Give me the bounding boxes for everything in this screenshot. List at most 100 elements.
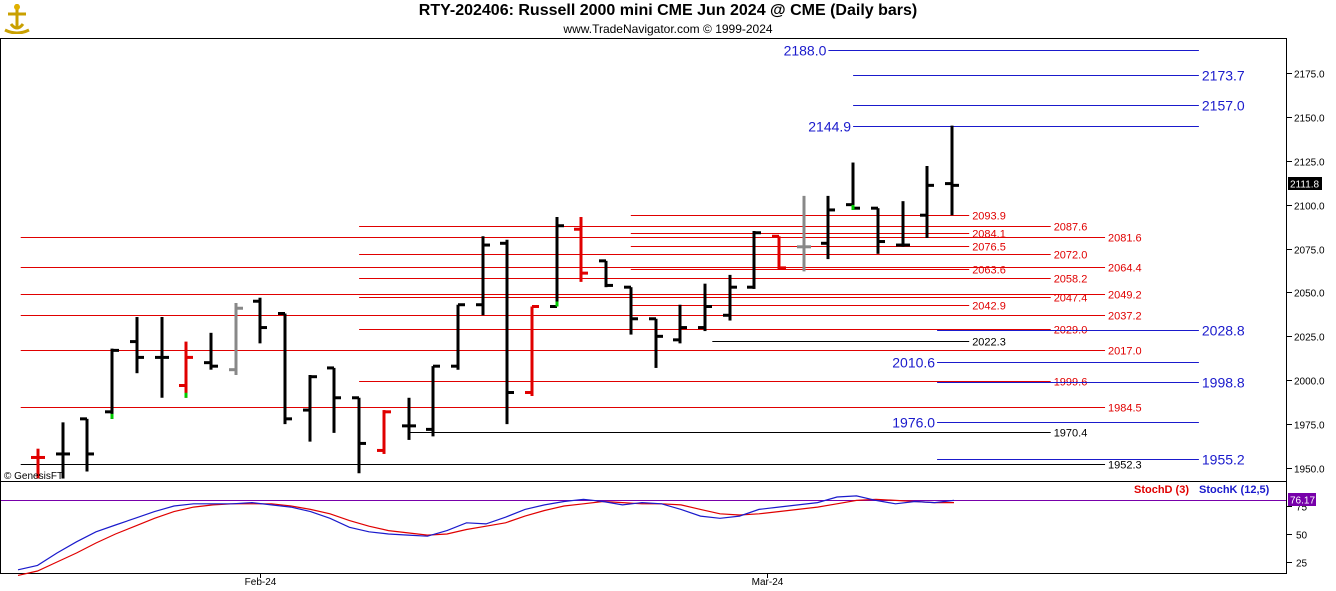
level-label: 2037.2 bbox=[1108, 311, 1142, 323]
support-resistance-levels: 2188.0 2173.7 2157.0 2144.9 2093.9 2087.6 2084… bbox=[20, 43, 1245, 472]
level-label: 2144.9 bbox=[808, 119, 851, 135]
ohlc-bar bbox=[253, 297, 267, 344]
ohlc-bar bbox=[130, 317, 144, 374]
level-label: 1952.3 bbox=[1108, 460, 1142, 472]
price-bars bbox=[31, 125, 959, 479]
price-tick-label: 2025.0 bbox=[1294, 333, 1325, 344]
ohlc-bar bbox=[500, 239, 514, 425]
stoch-tick-label: 50 bbox=[1296, 531, 1308, 542]
ohlc-bar bbox=[945, 125, 959, 216]
indicator-panel-frame bbox=[0, 481, 1287, 574]
price-tick-label: 2100.0 bbox=[1294, 202, 1325, 213]
ohlc-bar bbox=[871, 206, 885, 254]
level-label: 2087.6 bbox=[1054, 222, 1088, 234]
ohlc-bar bbox=[80, 417, 94, 472]
stoch-tick-label: 25 bbox=[1296, 559, 1308, 570]
ohlc-bar bbox=[451, 303, 465, 370]
stoch-series-line bbox=[17, 498, 954, 576]
level-label: 1955.2 bbox=[1202, 452, 1245, 468]
ohlc-bar bbox=[574, 216, 588, 282]
level-label: 2047.4 bbox=[1054, 293, 1088, 305]
ohlc-bar bbox=[327, 366, 341, 433]
stoch-value-tag-bg bbox=[1288, 493, 1316, 506]
price-panel-frame bbox=[0, 38, 1287, 482]
ohlc-bar bbox=[31, 448, 45, 479]
ohlc-bar bbox=[624, 285, 638, 335]
legend-stochk: StochK (12,5) bbox=[1199, 484, 1270, 496]
ohlc-bar bbox=[821, 195, 835, 260]
ohlc-bar bbox=[649, 317, 663, 368]
trade-navigator-logo-icon bbox=[2, 2, 32, 35]
level-label: 1976.0 bbox=[892, 415, 935, 431]
level-label: 2076.5 bbox=[972, 242, 1006, 254]
level-label: 2084.1 bbox=[972, 229, 1006, 241]
ohlc-bar bbox=[105, 348, 119, 419]
price-tick-label: 2000.0 bbox=[1294, 377, 1325, 388]
level-label: 2049.2 bbox=[1108, 290, 1142, 302]
ohlc-bar bbox=[550, 216, 564, 308]
ohlc-bar bbox=[723, 274, 737, 321]
ohlc-bar bbox=[155, 317, 169, 398]
price-tick-label: 2175.0 bbox=[1294, 70, 1325, 81]
price-tick-label: 2150.0 bbox=[1294, 114, 1325, 125]
level-label: 2081.6 bbox=[1108, 233, 1142, 245]
ohlc-bar bbox=[179, 341, 193, 398]
ohlc-bar bbox=[229, 302, 243, 375]
ohlc-bar bbox=[797, 195, 811, 272]
legend-stochd: StochD (3) bbox=[1134, 484, 1189, 496]
ohlc-bar bbox=[599, 259, 613, 288]
ohlc-bar bbox=[56, 422, 70, 479]
level-label: 2173.7 bbox=[1202, 68, 1245, 84]
current-price-tag-bg bbox=[1288, 177, 1322, 190]
date-tick-label: Feb-24 bbox=[245, 577, 277, 588]
level-label: 1984.5 bbox=[1108, 403, 1142, 415]
ohlc-bar bbox=[896, 201, 910, 247]
ohlc-bar bbox=[698, 283, 712, 332]
chart-title: RTY-202406: Russell 2000 mini CME Jun 20… bbox=[418, 2, 918, 19]
level-label: 2028.8 bbox=[1202, 323, 1245, 339]
genesis-watermark: © GenesisFT bbox=[4, 471, 63, 482]
level-label: 1998.8 bbox=[1202, 375, 1245, 391]
ohlc-bar bbox=[352, 396, 366, 474]
ohlc-bar bbox=[747, 231, 761, 289]
ohlc-bar bbox=[772, 234, 786, 270]
stoch-tick-label: 75 bbox=[1296, 503, 1308, 514]
level-label: 2022.3 bbox=[972, 337, 1006, 349]
level-label: 2064.4 bbox=[1108, 263, 1142, 275]
level-label: 2072.0 bbox=[1054, 250, 1088, 262]
stochastic-panel: 75 50 25 bbox=[1, 495, 1308, 576]
price-tick-label: 1950.0 bbox=[1294, 465, 1325, 476]
ohlc-bar bbox=[846, 162, 860, 210]
ohlc-bar bbox=[476, 236, 490, 316]
price-axis: 2175.0 2150.0 2125.0 2100.0 2075.0 2050.0 2025… bbox=[1287, 70, 1325, 476]
chart-header: RTY-202406: Russell 2000 mini CME Jun 20… bbox=[0, 0, 1336, 38]
price-tick-label: 2050.0 bbox=[1294, 289, 1325, 300]
ohlc-bar bbox=[920, 166, 934, 239]
price-tick-label: 2075.0 bbox=[1294, 246, 1325, 257]
date-axis: Feb-24 Mar-24 bbox=[245, 573, 784, 588]
level-label: 2188.0 bbox=[784, 43, 827, 59]
ohlc-bar bbox=[525, 304, 539, 397]
level-label: 2093.9 bbox=[972, 211, 1006, 223]
level-label: 2017.0 bbox=[1108, 346, 1142, 358]
stoch-value-tag: 76.17 bbox=[1290, 496, 1315, 507]
ohlc-bar bbox=[377, 410, 391, 454]
level-label: 2063.6 bbox=[972, 265, 1006, 277]
level-label: 2010.6 bbox=[892, 355, 935, 371]
ohlc-bar bbox=[673, 304, 687, 344]
ohlc-bar bbox=[402, 397, 416, 440]
price-tick-label: 1975.0 bbox=[1294, 421, 1325, 432]
ohlc-bar bbox=[278, 312, 292, 425]
date-tick-label: Mar-24 bbox=[752, 577, 784, 588]
level-label: 1970.4 bbox=[1054, 428, 1088, 440]
price-tick-label: 2125.0 bbox=[1294, 158, 1325, 169]
level-label: 2058.2 bbox=[1054, 274, 1088, 286]
level-label: 2042.9 bbox=[972, 301, 1006, 313]
ohlc-bar bbox=[303, 374, 317, 442]
stoch-series-line bbox=[17, 495, 955, 571]
ohlc-bar bbox=[426, 364, 440, 437]
current-price-tag: 2111.8 bbox=[1290, 180, 1320, 191]
ohlc-bar bbox=[204, 332, 218, 370]
level-label: 2157.0 bbox=[1202, 98, 1245, 114]
